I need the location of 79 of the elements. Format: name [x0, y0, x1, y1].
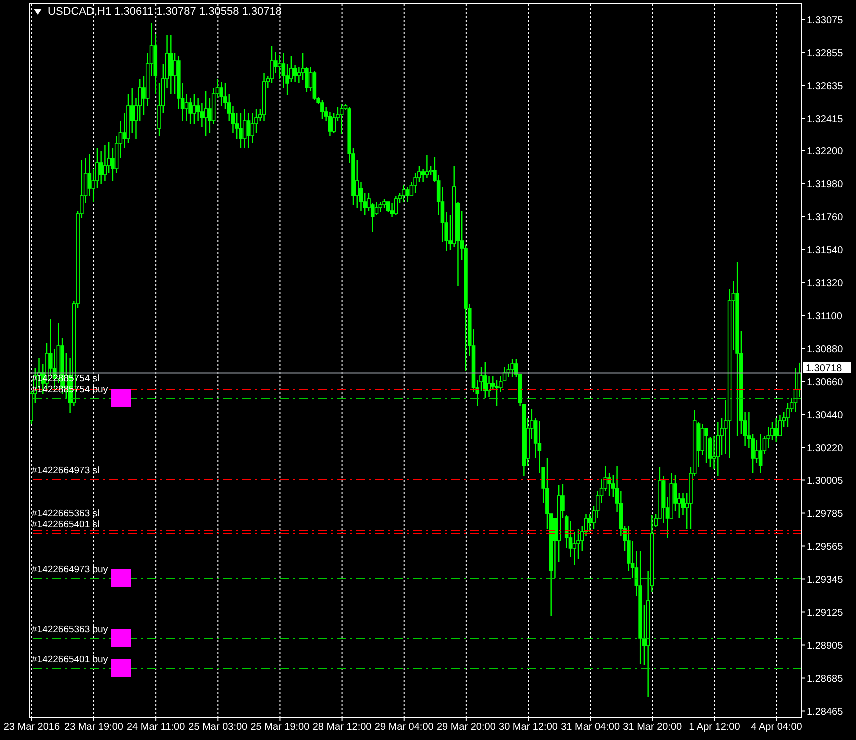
candlestick — [510, 358, 514, 378]
y-tick-label: 1.31100 — [807, 312, 843, 323]
x-tick-label: 24 Mar 11:00 — [126, 722, 186, 734]
candlestick — [328, 111, 332, 137]
x-tick-label: 29 Mar 20:00 — [436, 722, 496, 734]
candlestick — [320, 99, 324, 120]
y-tick-label: 1.31760 — [807, 212, 844, 224]
candlestick — [421, 168, 426, 184]
candlestick — [708, 436, 712, 468]
y-tick-label: 1.31980 — [807, 180, 844, 191]
candlestick — [169, 34, 174, 95]
y-tick-label: 1.28685 — [807, 674, 844, 685]
x-tick-label: 31 Mar 04:00 — [561, 722, 620, 734]
x-tick-label: 23 Mar 19:00 — [64, 722, 124, 734]
y-tick-label: 1.30440 — [807, 410, 844, 422]
candlestick — [378, 201, 383, 214]
candlestick — [786, 402, 790, 428]
x-tick-label: 29 Mar 04:00 — [374, 722, 434, 734]
candlestick — [394, 195, 398, 216]
y-tick-label: 1.28465 — [807, 706, 844, 718]
x-tick-label: 1 Apr 12:00 — [689, 722, 741, 734]
candlestick — [758, 434, 763, 474]
candlestick — [704, 428, 708, 464]
y-tick-label: 1.29125 — [807, 608, 844, 619]
y-tick-label: 1.33075 — [807, 15, 844, 26]
y-tick-label: 1.28905 — [807, 640, 844, 652]
candlestick — [774, 417, 778, 443]
candlestick — [239, 112, 243, 149]
chart-title: USDCAD,H1 1.30611 1.30787 1.30558 1.30718 — [48, 6, 282, 18]
candlestick — [246, 112, 251, 149]
candlestick — [572, 531, 577, 566]
candlestick — [242, 108, 247, 149]
candlestick — [487, 375, 492, 398]
candlestick — [220, 81, 224, 107]
candlestick — [173, 52, 177, 95]
candlestick — [250, 112, 255, 144]
y-tick-label: 1.32635 — [807, 81, 844, 92]
candlestick — [293, 64, 298, 83]
candlestick — [340, 104, 344, 136]
candlestick — [406, 186, 410, 203]
candlestick — [184, 93, 189, 122]
x-tick-label: 28 Mar 12:00 — [312, 722, 372, 734]
candlestick — [386, 201, 390, 214]
candlestick — [188, 98, 192, 125]
x-tick-label: 30 Mar 12:00 — [499, 722, 558, 734]
candlestick — [495, 380, 499, 407]
y-tick-label: 1.32200 — [807, 146, 844, 158]
y-tick-label: 1.30880 — [807, 344, 844, 356]
candlestick — [588, 513, 592, 533]
candlestick — [390, 202, 394, 218]
x-tick-label: 25 Mar 19:00 — [250, 722, 310, 734]
x-tick-label: 31 Mar 20:00 — [623, 722, 683, 734]
x-tick-label: 4 Apr 04:00 — [751, 722, 803, 734]
candlestick — [103, 144, 108, 182]
candlestick — [192, 93, 196, 125]
y-tick-label: 1.31540 — [807, 246, 844, 257]
candlestick — [374, 201, 379, 216]
y-tick-label: 1.32415 — [807, 114, 844, 126]
candlestick — [270, 45, 274, 84]
candlestick — [278, 54, 282, 80]
y-tick-label: 1.30660 — [807, 378, 844, 389]
ref-line-label: 1.30718 — [806, 363, 843, 374]
x-tick-label: 25 Mar 03:00 — [188, 722, 248, 734]
candlestick — [716, 422, 720, 478]
candlestick — [483, 362, 488, 400]
candlestick — [425, 154, 430, 179]
candlestick — [204, 90, 208, 137]
y-tick-label: 1.29565 — [807, 542, 844, 553]
y-tick-label: 1.29785 — [807, 508, 844, 520]
y-tick-label: 1.30005 — [807, 476, 844, 487]
candlestick — [608, 472, 612, 497]
y-tick-label: 1.31320 — [807, 278, 844, 290]
candlestick — [755, 440, 759, 464]
candlestick — [200, 102, 204, 128]
candlestick — [402, 184, 406, 203]
y-tick-label: 1.30220 — [807, 444, 844, 455]
y-tick-label: 1.32855 — [807, 48, 844, 60]
y-tick-label: 1.29345 — [807, 574, 844, 586]
x-tick-label: 23 Mar 2016 — [4, 722, 60, 734]
